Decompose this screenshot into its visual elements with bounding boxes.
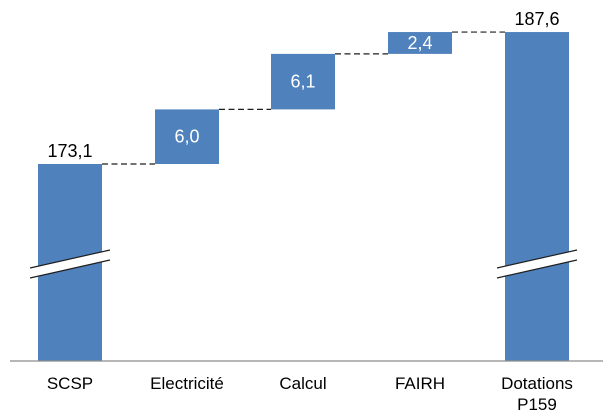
category-tick-label: Dotations P159 <box>501 374 573 414</box>
data-label: 187,6 <box>514 9 559 29</box>
data-label: 2,4 <box>407 33 432 53</box>
category-label-line: P159 <box>517 395 557 414</box>
axis-break-mark <box>496 259 578 279</box>
category-label-line: Dotations <box>501 374 573 393</box>
increment-bar <box>155 109 219 164</box>
data-label: 173,1 <box>47 141 92 161</box>
increment-bar <box>388 32 452 54</box>
axis-break-mark <box>29 259 111 279</box>
category-label-line: FAIRH <box>395 374 445 393</box>
total-bar <box>505 32 569 362</box>
category-label-line: Electricité <box>150 374 224 393</box>
category-tick-label: SCSP <box>47 374 93 393</box>
data-label: 6,0 <box>174 127 199 147</box>
category-tick-label: Electricité <box>150 374 224 393</box>
category-label-line: SCSP <box>47 374 93 393</box>
axis-break-gap <box>497 250 577 278</box>
increment-bar <box>271 53 335 110</box>
axis-break-gap <box>30 250 110 278</box>
data-label: 6,1 <box>290 72 315 92</box>
category-tick-label: FAIRH <box>395 374 445 393</box>
axis-break-mark <box>29 249 111 269</box>
category-label-line: Calcul <box>279 374 326 393</box>
axis-break-mark <box>496 249 578 269</box>
category-tick-label: Calcul <box>279 374 326 393</box>
